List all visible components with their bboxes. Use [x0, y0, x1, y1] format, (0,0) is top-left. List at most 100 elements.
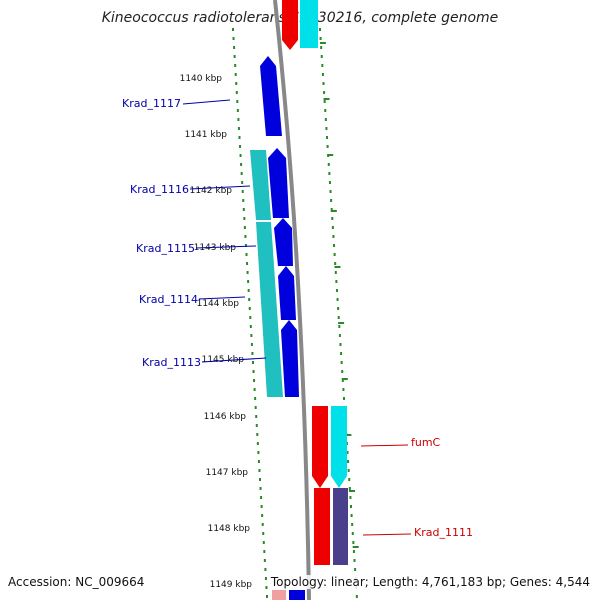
gene-cds-block-1[interactable]	[250, 150, 271, 220]
dot	[348, 487, 351, 490]
dot	[254, 406, 257, 409]
dot	[351, 523, 354, 526]
dot	[243, 226, 246, 229]
gene-fumc-cds[interactable]	[331, 406, 347, 488]
dot	[232, 28, 234, 31]
dot	[350, 514, 353, 517]
gene-leader-line[interactable]	[201, 357, 267, 363]
dot	[349, 496, 352, 499]
dot	[328, 172, 331, 175]
major-dot	[319, 42, 326, 44]
dot	[353, 559, 356, 562]
gene-leader-line[interactable]	[195, 245, 257, 249]
dot	[323, 91, 326, 94]
gene-krad-1114[interactable]	[278, 266, 296, 320]
dot	[324, 109, 327, 112]
dot	[235, 82, 238, 85]
dot	[329, 190, 332, 193]
dot	[259, 478, 261, 481]
dot	[322, 82, 325, 85]
dot	[263, 559, 266, 562]
dot	[328, 181, 331, 184]
genome-summary: Topology: linear; Length: 4,761,183 bp; …	[270, 575, 590, 589]
dot	[351, 532, 354, 535]
dot	[235, 91, 238, 94]
gene-bottom-1[interactable]	[272, 590, 286, 600]
gene-krad-1113[interactable]	[281, 320, 299, 397]
gene-krad-1111-cds[interactable]	[333, 488, 348, 565]
dot	[238, 136, 241, 139]
dot	[262, 541, 265, 544]
dot	[331, 217, 334, 220]
dot	[240, 172, 243, 175]
dot	[240, 163, 243, 166]
dot	[340, 352, 343, 355]
kbp-tick-label: 1149 kbp	[210, 580, 253, 590]
dot	[248, 307, 251, 310]
gene-fumc[interactable]	[312, 406, 328, 488]
dot	[332, 235, 335, 238]
gene-label-krad-1114: Krad_1114	[139, 293, 198, 306]
dot	[232, 37, 235, 40]
dot	[247, 280, 250, 283]
gene-leader-line[interactable]	[360, 444, 409, 447]
dot	[242, 199, 245, 202]
gene-leader-line[interactable]	[362, 533, 412, 536]
dot	[252, 370, 255, 373]
gene-krad-1116[interactable]	[268, 148, 289, 218]
gene-features[interactable]	[250, 0, 348, 600]
gene-top-cds[interactable]	[300, 0, 318, 48]
dot	[261, 514, 264, 517]
dot	[253, 388, 256, 391]
gene-top-forward[interactable]	[282, 0, 298, 50]
dot	[331, 226, 334, 229]
gene-krad-1115[interactable]	[274, 218, 293, 266]
dot	[251, 352, 254, 355]
dot	[246, 262, 249, 265]
dot	[342, 397, 345, 400]
dot	[338, 334, 341, 337]
dot	[241, 190, 244, 193]
gene-krad-1117[interactable]	[260, 56, 282, 136]
dot	[249, 325, 252, 328]
dot	[326, 136, 329, 139]
dot	[253, 379, 256, 382]
dot	[334, 271, 337, 274]
dot	[264, 568, 267, 571]
dot	[246, 271, 249, 274]
gene-krad-1111[interactable]	[314, 488, 330, 565]
gene-leader-line[interactable]	[198, 296, 246, 300]
dot	[247, 289, 250, 292]
dot	[339, 343, 342, 346]
dot	[244, 235, 247, 238]
dot	[347, 469, 350, 472]
dot	[255, 415, 258, 418]
dot	[234, 64, 237, 67]
dot	[237, 127, 240, 130]
major-dot	[338, 322, 345, 324]
gene-leader-line[interactable]	[189, 185, 251, 190]
gene-label-krad-1111: Krad_1111	[414, 526, 473, 539]
gene-bottom-2[interactable]	[289, 590, 305, 600]
dot	[354, 568, 357, 571]
dot	[257, 460, 260, 463]
gene-label-krad-1113: Krad_1113	[142, 356, 201, 369]
dot	[244, 244, 247, 247]
dot	[255, 424, 258, 427]
dot	[342, 388, 345, 391]
kbp-tick-label: 1141 kbp	[185, 130, 228, 140]
dot	[321, 64, 324, 67]
dot	[333, 253, 336, 256]
dot	[243, 217, 246, 220]
backbone-line	[273, 0, 311, 600]
dot	[320, 46, 323, 49]
dot	[327, 163, 330, 166]
gene-leader-line[interactable]	[182, 99, 231, 105]
gene-cds-block-2[interactable]	[256, 222, 283, 397]
dot	[346, 451, 349, 454]
dot	[248, 298, 251, 301]
dot	[347, 460, 350, 463]
dot	[335, 289, 338, 292]
dot	[324, 118, 327, 121]
